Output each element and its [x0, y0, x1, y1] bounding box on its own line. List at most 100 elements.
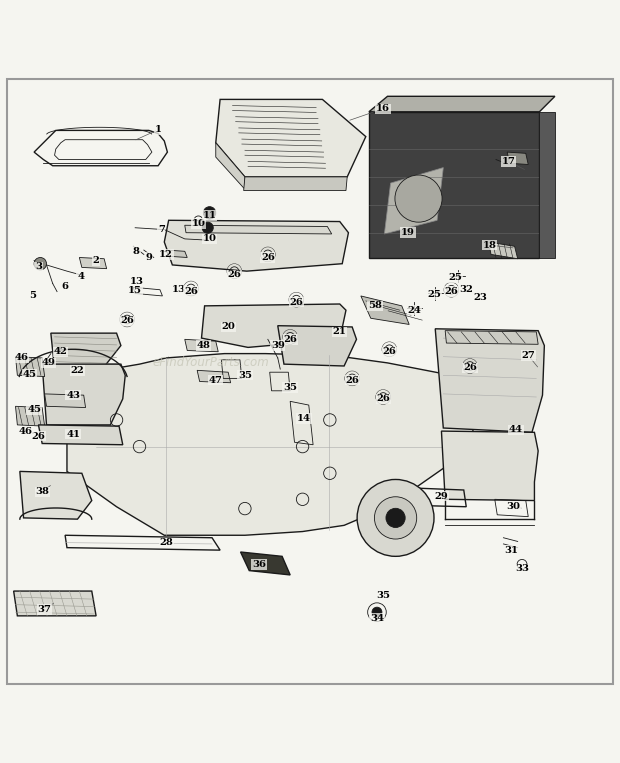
Text: 11: 11: [203, 211, 216, 220]
Text: 33: 33: [515, 565, 529, 573]
Polygon shape: [16, 356, 45, 376]
Polygon shape: [14, 591, 96, 616]
Polygon shape: [241, 552, 290, 575]
Polygon shape: [361, 296, 409, 324]
Text: 8: 8: [133, 246, 140, 256]
Text: 27: 27: [521, 351, 535, 360]
Text: 35: 35: [376, 591, 390, 600]
Polygon shape: [369, 112, 539, 257]
Text: 26: 26: [290, 298, 303, 307]
Polygon shape: [369, 96, 555, 112]
Text: 26: 26: [445, 287, 458, 296]
Text: 19: 19: [401, 228, 415, 237]
Text: 1: 1: [154, 125, 162, 134]
Text: 5: 5: [29, 291, 36, 301]
Polygon shape: [539, 112, 555, 257]
Polygon shape: [67, 353, 476, 536]
Text: 9: 9: [145, 253, 153, 262]
Text: 48: 48: [197, 341, 210, 350]
Text: 32: 32: [459, 285, 473, 295]
Text: 20: 20: [221, 323, 235, 331]
Text: 31: 31: [505, 546, 518, 555]
Polygon shape: [166, 250, 187, 257]
Circle shape: [374, 497, 417, 539]
Text: 26: 26: [345, 375, 359, 385]
Text: 39: 39: [271, 341, 285, 350]
Text: 26: 26: [261, 253, 275, 262]
Text: 26: 26: [32, 432, 45, 440]
Polygon shape: [445, 330, 538, 344]
Polygon shape: [164, 221, 348, 271]
Polygon shape: [177, 240, 336, 248]
Text: 42: 42: [54, 347, 68, 356]
Text: 41: 41: [66, 430, 80, 439]
Circle shape: [395, 175, 442, 222]
Text: 26: 26: [463, 363, 477, 372]
Text: 26: 26: [184, 287, 198, 296]
Polygon shape: [384, 168, 443, 234]
Text: 10: 10: [192, 219, 205, 228]
Text: 37: 37: [38, 605, 51, 614]
Text: 15: 15: [128, 286, 142, 295]
Circle shape: [202, 222, 213, 233]
Text: 18: 18: [483, 240, 497, 250]
Text: 13: 13: [172, 285, 185, 295]
Text: 49: 49: [42, 359, 55, 368]
Text: 22: 22: [71, 365, 84, 375]
Polygon shape: [38, 425, 123, 445]
Text: 6: 6: [61, 282, 69, 291]
Text: 47: 47: [209, 375, 223, 385]
Polygon shape: [216, 99, 366, 177]
Polygon shape: [79, 257, 107, 269]
Polygon shape: [185, 225, 332, 234]
Polygon shape: [177, 248, 198, 257]
Text: 12: 12: [159, 250, 173, 259]
Polygon shape: [197, 370, 231, 383]
Text: 30: 30: [507, 502, 520, 511]
Polygon shape: [216, 143, 245, 189]
Circle shape: [372, 607, 382, 617]
Text: 43: 43: [66, 391, 80, 400]
Polygon shape: [435, 329, 544, 433]
Text: 26: 26: [383, 347, 396, 356]
Polygon shape: [278, 326, 356, 366]
Polygon shape: [51, 333, 121, 369]
Text: 26: 26: [283, 335, 297, 344]
Polygon shape: [42, 364, 125, 425]
Polygon shape: [20, 472, 92, 519]
Text: 16: 16: [376, 105, 390, 113]
Text: 17: 17: [502, 157, 515, 166]
Circle shape: [386, 508, 405, 527]
Text: 58: 58: [368, 301, 382, 311]
Circle shape: [357, 479, 434, 556]
Text: 35: 35: [238, 371, 252, 380]
Text: 46: 46: [19, 427, 33, 436]
Text: 21: 21: [333, 327, 347, 336]
Text: 10: 10: [203, 234, 216, 243]
Text: 3: 3: [35, 262, 42, 272]
Text: 2: 2: [92, 256, 100, 265]
Text: 26: 26: [376, 394, 390, 404]
Polygon shape: [441, 431, 538, 501]
Text: 38: 38: [35, 488, 49, 497]
Polygon shape: [45, 394, 86, 407]
Circle shape: [203, 207, 216, 219]
Text: 25: 25: [427, 290, 441, 299]
Text: 46: 46: [15, 353, 29, 362]
Text: 34: 34: [370, 614, 384, 623]
Text: 44: 44: [509, 425, 523, 434]
Text: 35: 35: [283, 383, 297, 392]
Circle shape: [34, 257, 46, 270]
Text: 26: 26: [120, 316, 134, 325]
Polygon shape: [489, 242, 518, 259]
Text: 4: 4: [77, 272, 84, 281]
Polygon shape: [507, 152, 528, 165]
Text: 29: 29: [435, 491, 448, 501]
Text: 7: 7: [157, 225, 165, 234]
Polygon shape: [244, 177, 347, 191]
Text: 28: 28: [159, 538, 173, 547]
Text: eFindYourParts.com: eFindYourParts.com: [153, 356, 269, 369]
Text: 13: 13: [130, 276, 143, 285]
Text: 23: 23: [474, 293, 487, 302]
Text: 14: 14: [297, 414, 311, 423]
